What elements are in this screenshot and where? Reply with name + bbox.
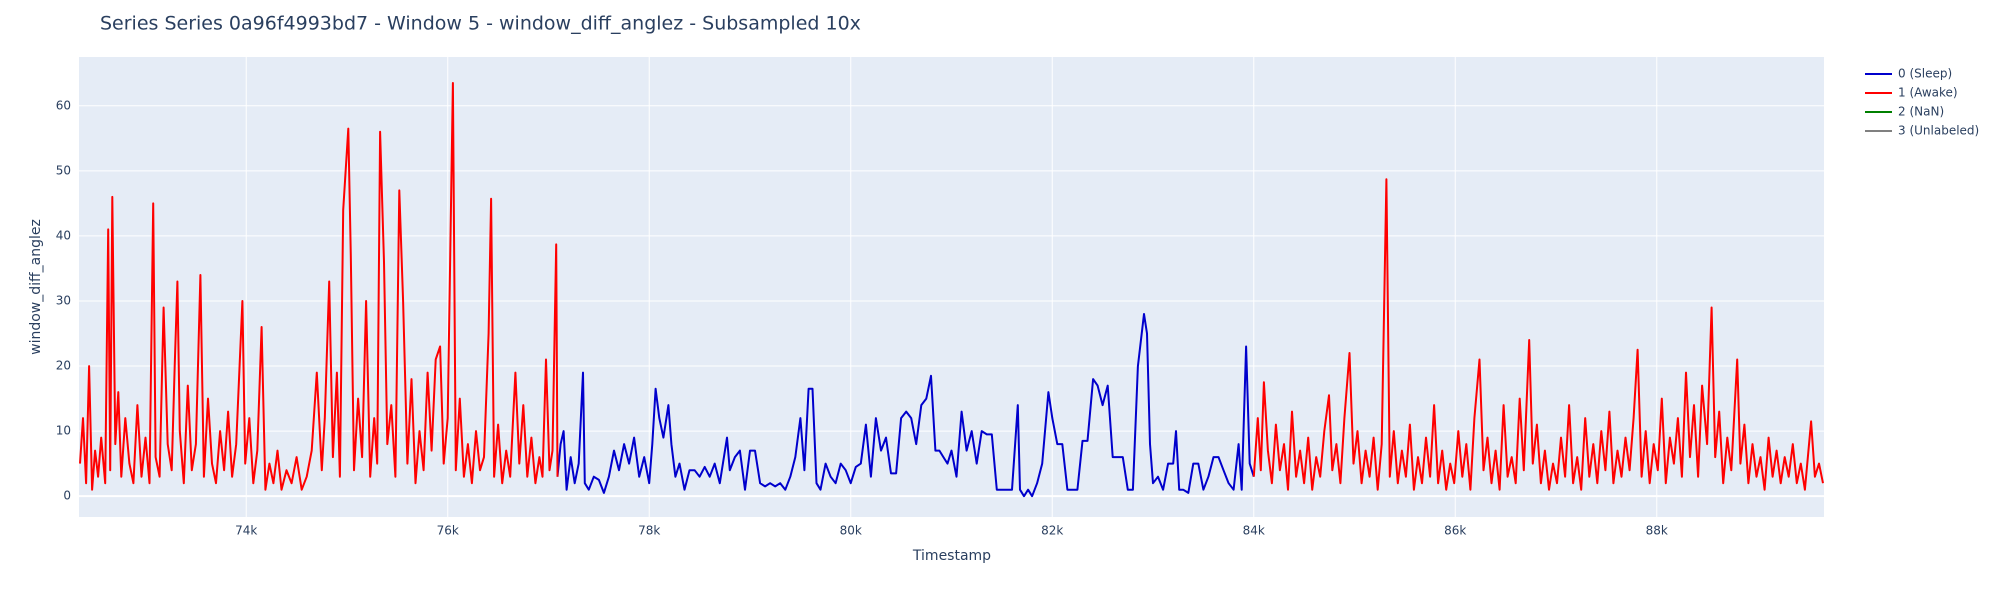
legend-label: 1 (Awake) <box>1898 86 1958 100</box>
legend-label: 3 (Unlabeled) <box>1898 124 1979 138</box>
y-tick-label: 10 <box>56 424 71 438</box>
legend: 0 (Sleep) 1 (Awake) 2 (NaN) 3 (Unlabeled) <box>1865 67 1979 138</box>
grid <box>79 57 1824 517</box>
y-tick-label: 0 <box>63 489 71 503</box>
y-tick-label: 40 <box>56 228 71 242</box>
x-tick-label: 74k <box>235 524 257 538</box>
legend-label: 2 (NaN) <box>1898 105 1944 119</box>
y-tick-label: 50 <box>56 163 71 177</box>
x-tick-label: 78k <box>638 524 660 538</box>
y-tick-label: 20 <box>56 359 71 373</box>
x-tick-label: 84k <box>1243 524 1265 538</box>
series-line <box>79 82 1824 491</box>
chart-title: Series Series 0a96f4993bd7 - Window 5 - … <box>100 13 861 35</box>
lines <box>79 82 1824 498</box>
y-axis-title: window_diff_anglez <box>28 219 44 355</box>
legend-label: 0 (Sleep) <box>1898 67 1952 81</box>
x-axis-title: Timestamp <box>912 548 991 564</box>
x-tick-label: 88k <box>1646 524 1668 538</box>
y-tick-label: 30 <box>56 293 71 307</box>
y-tick-label: 60 <box>56 98 71 112</box>
x-tick-label: 80k <box>840 524 862 538</box>
x-tick-label: 86k <box>1444 524 1466 538</box>
x-tick-label: 82k <box>1041 524 1063 538</box>
x-tick-label: 76k <box>437 524 459 538</box>
series-line <box>556 313 1255 498</box>
